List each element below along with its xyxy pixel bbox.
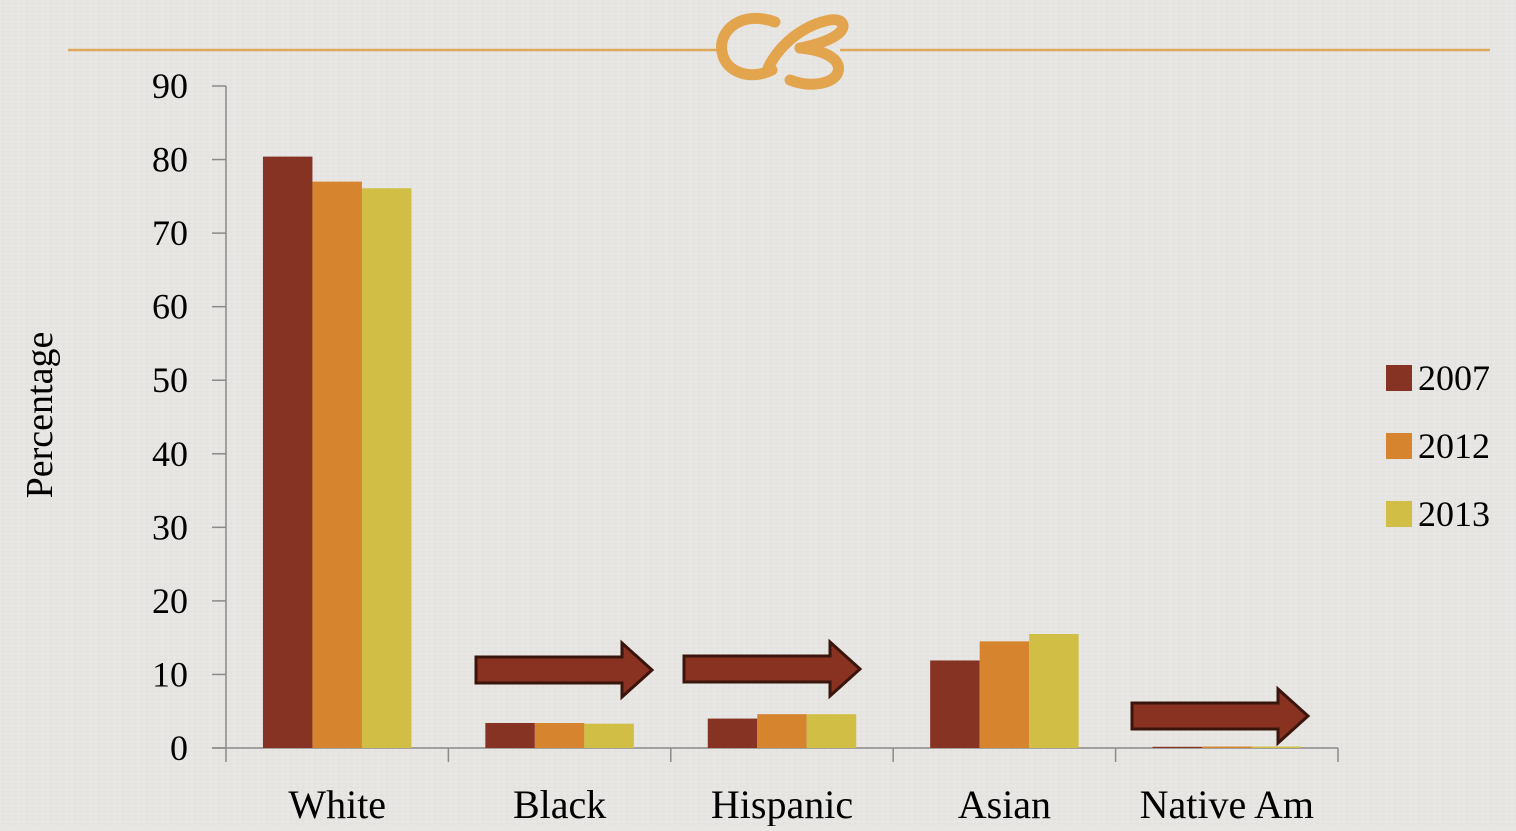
legend-item-2013: 2013 bbox=[1386, 494, 1490, 534]
y-axis-title: Percentage bbox=[19, 332, 61, 499]
x-tick-label: Hispanic bbox=[711, 782, 853, 826]
legend-swatch bbox=[1386, 365, 1412, 391]
chart-legend: 2007 2012 2013 bbox=[1386, 358, 1490, 534]
bar-black-2012 bbox=[534, 722, 585, 748]
x-tick-label: Black bbox=[513, 782, 606, 826]
right-arrow-icon bbox=[474, 639, 655, 701]
legend-label: 2012 bbox=[1418, 426, 1490, 466]
bar-hispanic-2012 bbox=[757, 714, 807, 748]
bar-native-am-2013 bbox=[1251, 746, 1302, 748]
x-tick-label: Native Am bbox=[1140, 782, 1314, 826]
legend-swatch bbox=[1386, 433, 1412, 459]
x-tick-label: Asian bbox=[958, 782, 1051, 826]
y-tick-label: 30 bbox=[152, 507, 188, 547]
bar-native-am-2012 bbox=[1202, 746, 1252, 748]
bar-white-2012 bbox=[312, 181, 362, 749]
right-arrow-icon bbox=[1130, 685, 1311, 747]
y-tick-label: 60 bbox=[152, 287, 188, 327]
legend-item-2012: 2012 bbox=[1386, 426, 1490, 466]
bar-asian-2012 bbox=[979, 641, 1030, 748]
bar-asian-2007 bbox=[930, 660, 980, 748]
bar-black-2007 bbox=[485, 722, 535, 748]
decorative-swash-icon bbox=[716, 12, 849, 90]
bar-black-2013 bbox=[584, 723, 634, 748]
bar-native-am-2007 bbox=[1152, 746, 1203, 748]
chart-bars bbox=[262, 156, 1302, 749]
bar-hispanic-2013 bbox=[806, 714, 857, 748]
header-divider bbox=[68, 12, 1490, 90]
legend-swatch bbox=[1386, 501, 1412, 527]
bar-white-2013 bbox=[361, 188, 412, 749]
legend-label: 2007 bbox=[1418, 358, 1490, 398]
y-tick-label: 80 bbox=[152, 140, 188, 180]
y-tick-label: 70 bbox=[152, 213, 188, 253]
y-tick-label: 90 bbox=[152, 66, 188, 106]
legend-label: 2013 bbox=[1418, 494, 1490, 534]
y-tick-label: 10 bbox=[152, 654, 188, 694]
y-tick-label: 0 bbox=[170, 728, 188, 768]
chart-annotations bbox=[474, 638, 1311, 747]
legend-item-2007: 2007 bbox=[1386, 358, 1490, 398]
y-tick-label: 20 bbox=[152, 581, 188, 621]
right-arrow-icon bbox=[682, 638, 863, 700]
x-tick-label: White bbox=[288, 782, 386, 826]
y-tick-label: 40 bbox=[152, 434, 188, 474]
chart-axes: 0 10 20 30 40 50 60 70 80 90 White Black Hispanic Asi… bbox=[152, 66, 1339, 827]
bar-hispanic-2007 bbox=[707, 718, 758, 748]
y-tick-label: 50 bbox=[152, 360, 188, 400]
bar-asian-2013 bbox=[1029, 633, 1079, 748]
bar-white-2007 bbox=[262, 156, 313, 748]
